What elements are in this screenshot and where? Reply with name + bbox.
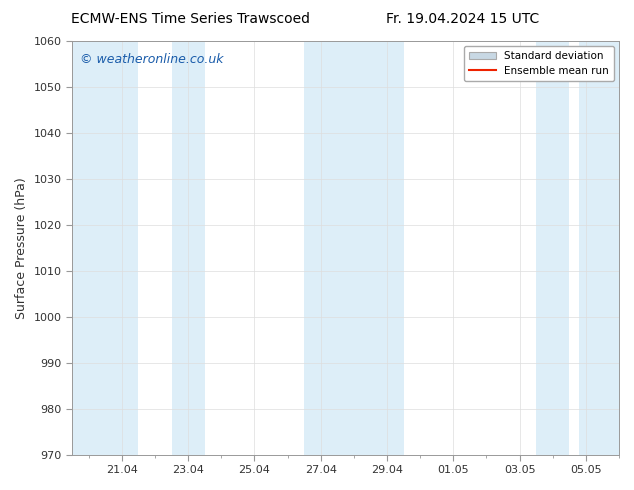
Bar xyxy=(172,41,205,455)
Bar xyxy=(72,41,138,455)
Text: © weatheronline.co.uk: © weatheronline.co.uk xyxy=(81,53,224,67)
Legend: Standard deviation, Ensemble mean run: Standard deviation, Ensemble mean run xyxy=(464,46,614,81)
Text: ECMW-ENS Time Series Trawscoed: ECMW-ENS Time Series Trawscoed xyxy=(71,12,309,26)
Bar xyxy=(536,41,569,455)
Bar xyxy=(579,41,619,455)
Y-axis label: Surface Pressure (hPa): Surface Pressure (hPa) xyxy=(15,177,28,318)
Text: Fr. 19.04.2024 15 UTC: Fr. 19.04.2024 15 UTC xyxy=(386,12,540,26)
Bar xyxy=(304,41,404,455)
